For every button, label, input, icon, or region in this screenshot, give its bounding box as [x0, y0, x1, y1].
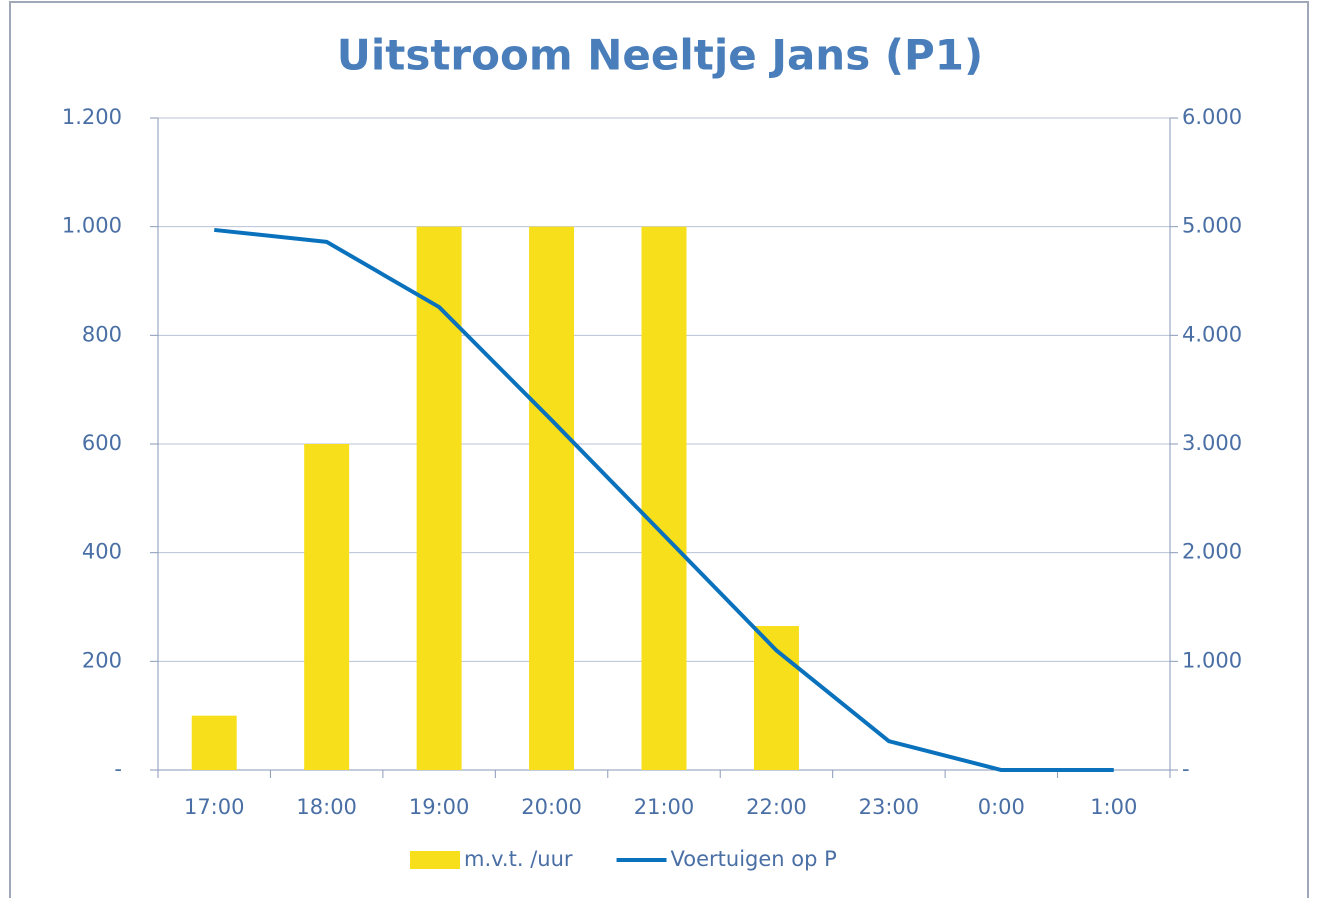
y2-tick-label: 6.000 — [1182, 105, 1242, 129]
x-tick-label: 21:00 — [634, 795, 695, 819]
legend-swatch — [410, 851, 460, 869]
y-tick-label: 1.200 — [62, 105, 122, 129]
chart-frame — [9, 1, 1309, 898]
y2-tick-label: 1.000 — [1182, 648, 1242, 672]
y-tick-label: 200 — [82, 648, 122, 672]
bar — [191, 715, 237, 770]
y2-tick-label: 4.000 — [1182, 322, 1242, 346]
x-tick-label: 0:00 — [978, 795, 1025, 819]
y2-tick-label: - — [1182, 757, 1190, 781]
y-tick-label: - — [114, 757, 122, 781]
x-tick-label: 1:00 — [1090, 795, 1137, 819]
legend-label: m.v.t. /uur — [464, 847, 573, 871]
y-tick-label: 1.000 — [62, 214, 122, 238]
legend-label: Voertuigen op P — [671, 847, 837, 871]
y-tick-label: 800 — [82, 322, 122, 346]
y2-tick-label: 2.000 — [1182, 540, 1242, 564]
bar — [529, 226, 575, 770]
y2-tick-label: 5.000 — [1182, 214, 1242, 238]
y-tick-label: 400 — [82, 540, 122, 564]
y2-tick-label: 3.000 — [1182, 431, 1242, 455]
x-tick-label: 23:00 — [859, 795, 920, 819]
bar — [641, 226, 687, 770]
line — [214, 227, 1114, 772]
x-tick-label: 17:00 — [184, 795, 245, 819]
bar — [304, 444, 350, 770]
x-tick-label: 22:00 — [746, 795, 807, 819]
bar — [416, 226, 462, 770]
x-tick-label: 20:00 — [521, 795, 582, 819]
x-tick-label: 19:00 — [409, 795, 470, 819]
chart-title: Uitstroom Neeltje Jans (P1) — [337, 31, 983, 80]
y-tick-label: 600 — [82, 431, 122, 455]
x-tick-label: 18:00 — [296, 795, 357, 819]
